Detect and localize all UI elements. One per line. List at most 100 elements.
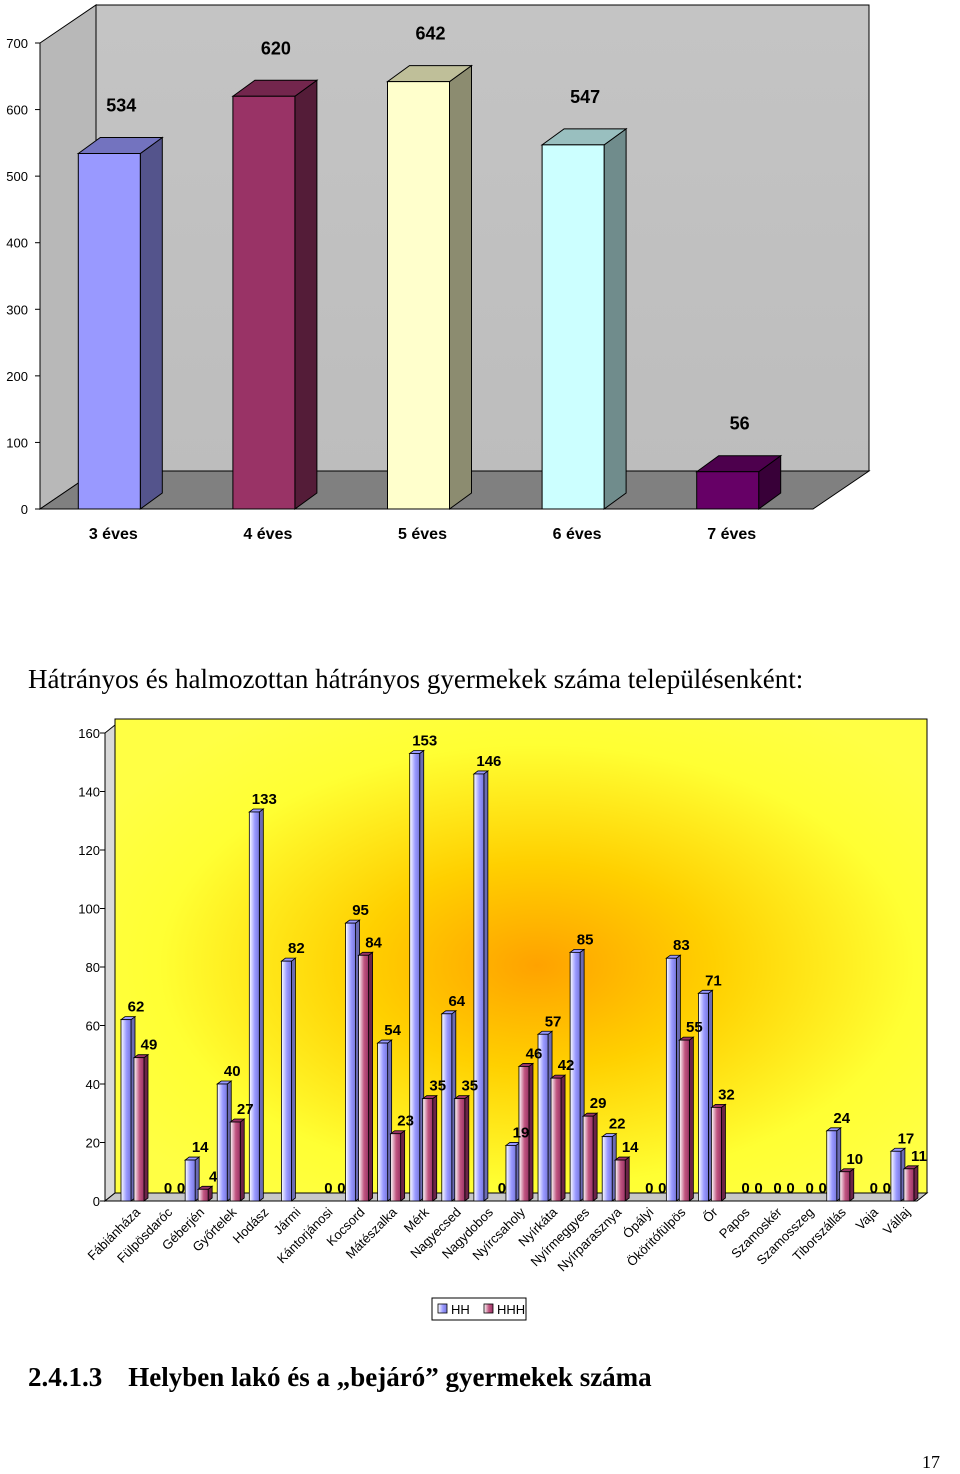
data-label: 0 xyxy=(883,1180,891,1197)
data-label: 64 xyxy=(448,993,465,1010)
data-label: 10 xyxy=(846,1151,863,1168)
bar xyxy=(889,1147,907,1202)
legend-swatch xyxy=(437,1303,448,1314)
category-label: Vállaj xyxy=(880,1204,913,1237)
bar xyxy=(614,1156,631,1202)
bar xyxy=(902,1165,920,1202)
data-label: 0 xyxy=(786,1180,794,1197)
data-label: 0 xyxy=(177,1180,185,1197)
category-label: Őr xyxy=(700,1204,721,1225)
data-label: 0 xyxy=(658,1180,666,1197)
bar xyxy=(549,1074,567,1202)
bar xyxy=(825,1126,842,1202)
data-label: 49 xyxy=(141,1037,158,1054)
bar xyxy=(408,749,425,1202)
bar xyxy=(517,1062,535,1202)
y-tick-label: 400 xyxy=(6,236,28,251)
data-label: 29 xyxy=(590,1095,607,1112)
section-text: Helyben lakó és a „bejáró” gyermekek szá… xyxy=(128,1362,652,1392)
data-label: 24 xyxy=(833,1110,850,1127)
data-label: 84 xyxy=(365,934,382,951)
y-tick-label: 600 xyxy=(6,103,28,118)
y-tick-label: 200 xyxy=(6,369,28,384)
data-label: 82 xyxy=(288,940,305,957)
bar xyxy=(357,951,374,1202)
bar xyxy=(453,1094,470,1202)
bar xyxy=(132,1053,150,1202)
data-label: 146 xyxy=(476,753,501,770)
data-label: 14 xyxy=(622,1139,639,1156)
category-label: Vaja xyxy=(853,1204,882,1233)
bar xyxy=(581,1112,599,1202)
data-label: 0 xyxy=(164,1180,172,1197)
data-label: 85 xyxy=(577,931,594,948)
bar xyxy=(540,127,628,510)
data-label: 534 xyxy=(106,96,136,116)
data-label: 0 xyxy=(819,1180,827,1197)
data-label: 0 xyxy=(754,1180,762,1197)
data-label: 95 xyxy=(352,902,369,919)
data-label: 54 xyxy=(384,1022,401,1039)
data-label: 4 xyxy=(209,1168,218,1185)
data-label: 14 xyxy=(192,1139,209,1156)
bar xyxy=(248,808,265,1202)
y-tick-label: 700 xyxy=(6,36,28,51)
data-label: 22 xyxy=(609,1116,626,1133)
data-label: 32 xyxy=(718,1086,735,1103)
data-label: 620 xyxy=(261,38,291,58)
bar xyxy=(568,948,586,1202)
bar xyxy=(76,136,164,510)
category-label: 4 éves xyxy=(243,526,292,543)
bar xyxy=(838,1167,855,1202)
legend-label: HH xyxy=(451,1302,470,1317)
data-label: 17 xyxy=(898,1130,915,1147)
section-number: 2.4.1.3 xyxy=(28,1362,103,1392)
data-label: 46 xyxy=(526,1045,543,1062)
data-label: 71 xyxy=(705,972,722,989)
legend-label: HHH xyxy=(497,1302,525,1317)
y-tick-label: 120 xyxy=(78,843,100,858)
chart-title: Hátrányos és halmozottan hátrányos gyerm… xyxy=(28,664,804,694)
bar xyxy=(280,957,297,1202)
data-label: 547 xyxy=(570,87,600,107)
data-label: 40 xyxy=(224,1063,241,1080)
data-label: 57 xyxy=(545,1013,562,1030)
data-label: 11 xyxy=(911,1148,927,1165)
data-label: 153 xyxy=(412,732,437,749)
bar xyxy=(119,1015,137,1202)
bar xyxy=(695,454,783,510)
bar xyxy=(504,1141,522,1202)
category-label: 5 éves xyxy=(398,526,447,543)
bar xyxy=(196,1185,214,1202)
bar xyxy=(216,1080,233,1202)
y-tick-label: 100 xyxy=(6,435,28,450)
data-label: 23 xyxy=(397,1113,414,1130)
bar xyxy=(601,1132,618,1202)
bar xyxy=(376,1039,393,1202)
legend-swatch xyxy=(483,1303,494,1314)
y-tick-label: 80 xyxy=(86,960,100,975)
data-label: 56 xyxy=(730,414,750,434)
data-label: 0 xyxy=(806,1180,814,1197)
data-label: 0 xyxy=(337,1180,345,1197)
bar xyxy=(231,79,319,510)
data-label: 42 xyxy=(558,1057,575,1074)
data-label: 133 xyxy=(252,791,277,808)
data-label: 642 xyxy=(415,24,445,44)
bar xyxy=(389,1129,406,1202)
data-label: 35 xyxy=(429,1078,446,1095)
data-label: 0 xyxy=(645,1180,653,1197)
y-tick-label: 300 xyxy=(6,302,28,317)
y-tick-label: 0 xyxy=(21,502,28,517)
bar xyxy=(710,1103,727,1202)
bar xyxy=(229,1118,246,1202)
data-label: 27 xyxy=(237,1101,254,1118)
bar xyxy=(421,1094,438,1202)
bar xyxy=(344,919,361,1202)
category-label: Hodász xyxy=(230,1205,272,1247)
legend xyxy=(431,1297,527,1321)
age-group-chart: 0 100 200 300 400 500 600 700 534 620 642 547 56 3 … xyxy=(6,4,871,543)
bar xyxy=(440,1009,457,1202)
bar xyxy=(665,954,682,1202)
